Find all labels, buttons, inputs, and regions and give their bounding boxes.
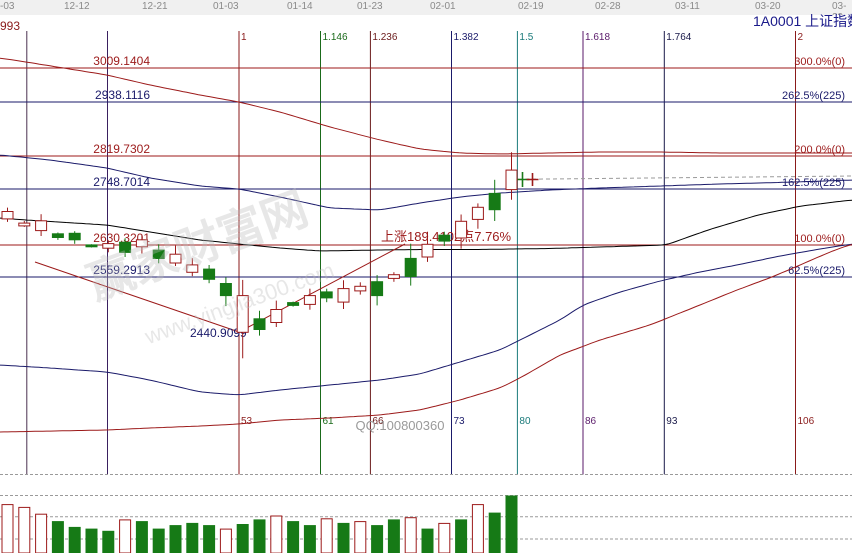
- svg-text:1.146: 1.146: [323, 32, 348, 43]
- svg-text:200.0%(0): 200.0%(0): [794, 144, 845, 156]
- svg-text:262.5%(225): 262.5%(225): [782, 90, 845, 102]
- svg-text:1.5: 1.5: [519, 32, 533, 43]
- svg-text:162.5%(225): 162.5%(225): [782, 177, 845, 189]
- svg-text:1.382: 1.382: [454, 32, 479, 43]
- svg-text:106: 106: [798, 416, 815, 427]
- svg-text:2: 2: [798, 32, 804, 43]
- svg-text:1: 1: [241, 32, 247, 43]
- svg-text:1A0001 上证指数: 1A0001 上证指数: [753, 13, 852, 29]
- svg-text:993: 993: [0, 19, 20, 33]
- svg-text:2819.7302: 2819.7302: [93, 142, 150, 156]
- svg-text:100.0%(0): 100.0%(0): [794, 233, 845, 245]
- svg-text:53: 53: [241, 416, 253, 427]
- svg-text:93: 93: [666, 416, 678, 427]
- svg-text:2938.1116: 2938.1116: [95, 88, 150, 102]
- svg-text:86: 86: [585, 416, 597, 427]
- svg-text:1.764: 1.764: [666, 32, 691, 43]
- svg-text:80: 80: [519, 416, 531, 427]
- svg-text:2748.7014: 2748.7014: [93, 175, 150, 189]
- svg-text:QQ:100800360: QQ:100800360: [356, 418, 445, 433]
- svg-text:73: 73: [454, 416, 466, 427]
- svg-text:1.618: 1.618: [585, 32, 610, 43]
- svg-text:300.0%(0): 300.0%(0): [794, 56, 845, 68]
- svg-text:1.236: 1.236: [372, 32, 397, 43]
- svg-text:3009.1404: 3009.1404: [93, 54, 150, 68]
